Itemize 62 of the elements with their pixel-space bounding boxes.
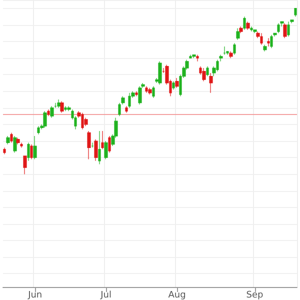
candlestick [263,44,267,52]
candlestick [152,86,155,98]
candlestick [10,132,13,143]
x-tick-label: Aug [168,290,186,300]
candlestick [101,130,104,150]
candlestick [229,51,233,58]
candlestick [33,136,37,160]
candlestick [104,140,108,160]
candlestick [206,66,209,77]
candlestick [6,136,10,145]
candlestick [64,106,67,112]
x-tick-label: Sep [246,290,264,300]
candlestick [13,136,17,153]
candlestick [158,61,162,85]
candlestick [43,110,47,128]
candlestick [30,144,33,160]
candlestick [253,30,257,34]
candlestick [98,130,101,165]
candlestick [294,8,297,17]
x-tick-label: Jul [100,290,112,300]
candlestick [192,54,196,58]
candlestick [23,156,27,174]
candlestick [233,42,236,56]
candlestick [246,21,250,30]
candlestick [270,34,273,48]
candlestick [57,99,61,108]
candlestick [250,26,253,32]
candlestick [138,86,142,105]
candlestick [108,136,111,153]
candlestick [277,22,280,34]
candlestick [50,106,54,118]
candlestick [267,38,270,47]
candlestick [209,72,213,94]
candlestick [37,126,40,135]
candlestick [239,26,243,34]
candlestick [94,139,98,162]
candlestick [172,80,175,90]
candlestick [236,28,240,40]
candlestick [145,86,148,94]
candlestick [202,68,206,82]
candlestick [27,142,30,162]
candlestick [148,88,152,95]
candlestick [189,54,192,58]
candlestick [125,106,128,114]
candlestick [283,22,287,38]
candlestick [87,130,91,160]
candlestick [128,92,131,108]
candlestick [223,46,226,56]
candlestick [260,32,263,46]
candlestick [84,117,88,126]
candlestick [47,109,50,116]
candlestick [60,100,64,114]
candlestick [287,21,290,37]
candlestick [91,142,94,148]
candlestick [243,16,246,30]
candlestick [175,78,179,88]
candlestick [196,54,199,62]
x-tick-label: Jun [27,290,42,300]
candlestick [3,147,6,155]
candlestick [16,137,20,145]
candlestick [135,90,138,97]
candlestick [81,112,84,130]
